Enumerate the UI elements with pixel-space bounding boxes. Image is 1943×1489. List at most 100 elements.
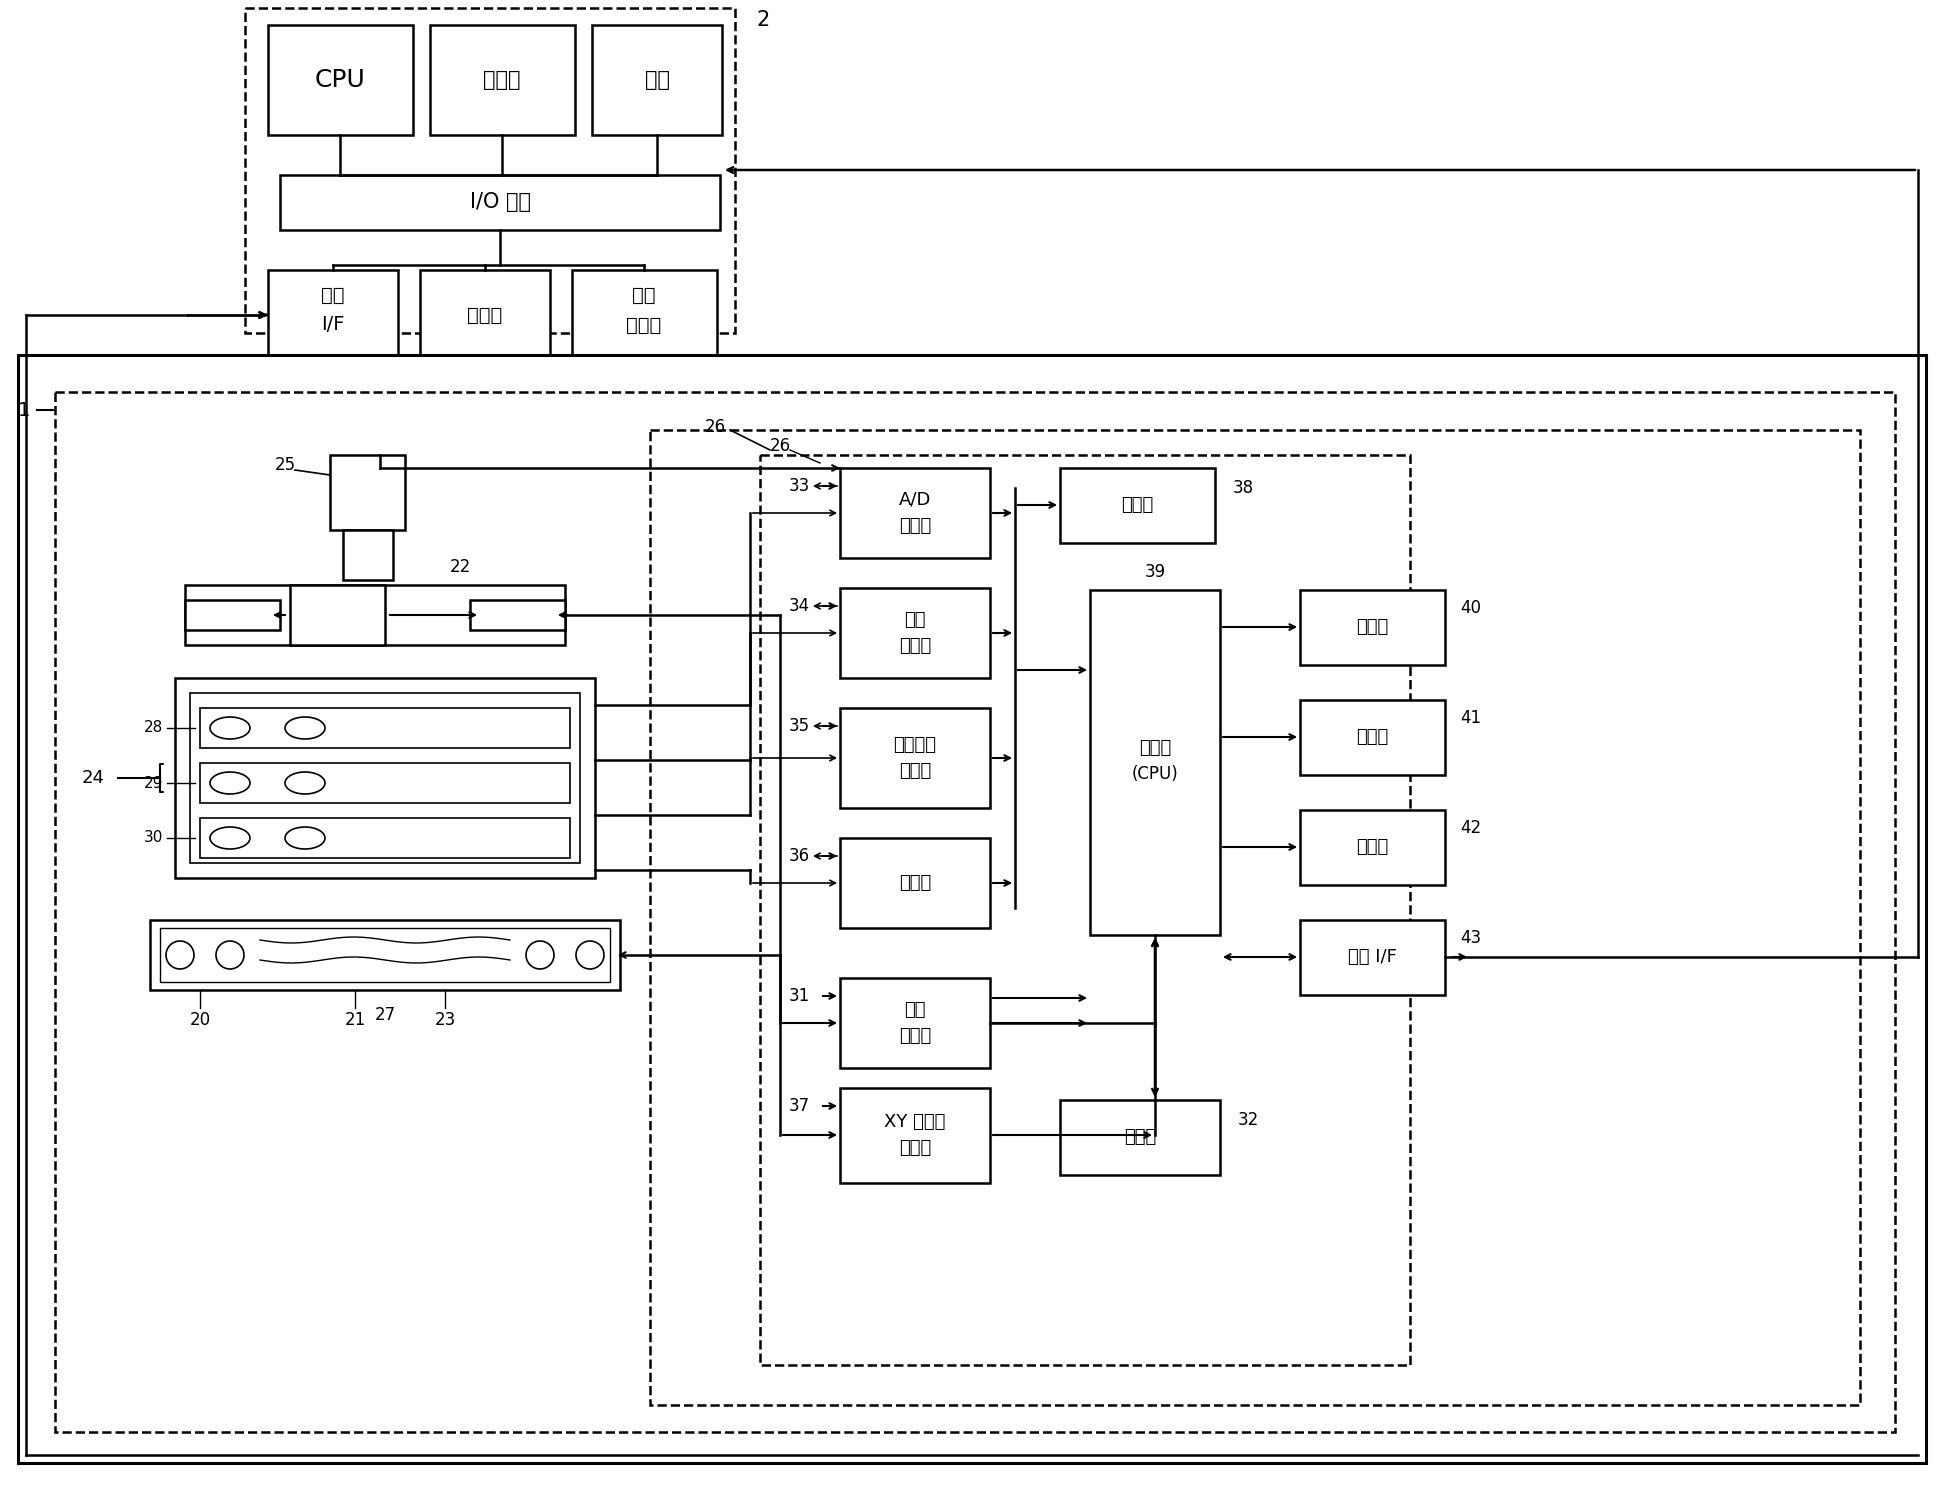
Bar — [330, 456, 404, 530]
Bar — [651, 430, 1859, 1406]
Bar — [839, 838, 991, 928]
Text: 37: 37 — [789, 1097, 810, 1115]
Bar — [1300, 700, 1446, 774]
Text: 21: 21 — [344, 1011, 365, 1029]
Bar — [175, 677, 595, 879]
Bar — [200, 762, 569, 803]
Text: 显示部: 显示部 — [1356, 728, 1387, 746]
Bar — [760, 456, 1411, 1365]
Bar — [1300, 810, 1446, 884]
Bar — [200, 707, 569, 747]
Text: 控制器: 控制器 — [900, 1139, 931, 1157]
Bar — [290, 585, 385, 645]
Bar — [159, 928, 610, 983]
Text: CPU: CPU — [315, 68, 365, 92]
Text: 29: 29 — [144, 776, 163, 791]
Text: 43: 43 — [1459, 929, 1481, 947]
Text: A/D: A/D — [900, 491, 931, 509]
Text: I/F: I/F — [321, 316, 344, 335]
Text: 23: 23 — [435, 1011, 455, 1029]
Text: 存储部: 存储部 — [900, 762, 931, 780]
Bar — [280, 176, 721, 229]
Ellipse shape — [210, 771, 251, 794]
Text: 转换部: 转换部 — [900, 517, 931, 535]
Text: 打印机: 打印机 — [1356, 838, 1387, 856]
Text: (CPU): (CPU) — [1131, 765, 1177, 783]
Circle shape — [165, 941, 194, 969]
Text: 22: 22 — [449, 558, 470, 576]
Text: 控制部: 控制部 — [1139, 739, 1172, 756]
Text: 24: 24 — [82, 768, 105, 788]
Bar — [839, 978, 991, 1068]
Text: 信息: 信息 — [631, 286, 655, 304]
Bar — [344, 530, 392, 581]
Text: 28: 28 — [144, 721, 163, 736]
Text: 36: 36 — [789, 847, 810, 865]
Text: 硬盘: 硬盘 — [645, 70, 670, 89]
Text: 检查逻辑: 检查逻辑 — [894, 736, 937, 753]
Bar — [420, 270, 550, 360]
Bar — [185, 585, 565, 645]
Bar — [839, 707, 991, 809]
Bar — [1300, 920, 1446, 995]
Text: 1: 1 — [17, 401, 29, 420]
Bar — [1090, 590, 1220, 935]
Text: 38: 38 — [1234, 479, 1253, 497]
Text: 20: 20 — [188, 1011, 210, 1029]
Bar — [1300, 590, 1446, 666]
Text: 输入部: 输入部 — [626, 316, 663, 335]
Bar — [185, 600, 280, 630]
Bar — [150, 920, 620, 990]
Text: 42: 42 — [1459, 819, 1481, 837]
Bar — [268, 25, 414, 135]
Ellipse shape — [286, 771, 324, 794]
Bar — [571, 270, 717, 360]
Text: 27: 27 — [375, 1007, 396, 1024]
Text: I/O 控制: I/O 控制 — [470, 192, 530, 211]
Text: 33: 33 — [789, 476, 810, 494]
Bar — [839, 468, 991, 558]
Ellipse shape — [286, 718, 324, 739]
Bar — [245, 7, 734, 334]
Text: 39: 39 — [1144, 563, 1166, 581]
Text: XY 工作台: XY 工作台 — [884, 1112, 946, 1132]
Text: 32: 32 — [1238, 1111, 1259, 1129]
Text: 34: 34 — [789, 597, 810, 615]
Text: 31: 31 — [789, 987, 810, 1005]
Bar — [190, 692, 581, 864]
Text: 26: 26 — [705, 418, 725, 436]
Text: 图像: 图像 — [903, 610, 925, 628]
Bar — [268, 270, 398, 360]
Bar — [54, 392, 1894, 1432]
Bar — [200, 817, 569, 858]
Circle shape — [527, 941, 554, 969]
Text: 2: 2 — [758, 10, 769, 30]
Ellipse shape — [210, 718, 251, 739]
Bar — [470, 600, 565, 630]
Text: 摄像: 摄像 — [903, 1001, 925, 1018]
Bar — [429, 25, 575, 135]
Text: 25: 25 — [274, 456, 295, 474]
Text: 30: 30 — [144, 831, 163, 846]
Text: 存储器: 存储器 — [484, 70, 521, 89]
Text: 存储部: 存储部 — [1123, 1129, 1156, 1147]
Text: 显示部: 显示部 — [468, 305, 503, 325]
Bar — [839, 588, 991, 677]
Text: 存储器: 存储器 — [1121, 496, 1152, 514]
Text: 处理部: 处理部 — [900, 637, 931, 655]
Text: 通信 I/F: 通信 I/F — [1348, 948, 1397, 966]
Bar — [839, 1088, 991, 1182]
Text: 26: 26 — [769, 436, 791, 456]
Text: 控制器: 控制器 — [900, 1027, 931, 1045]
Text: 41: 41 — [1459, 709, 1481, 727]
Ellipse shape — [210, 826, 251, 849]
Circle shape — [216, 941, 245, 969]
Bar — [593, 25, 723, 135]
Bar — [17, 354, 1926, 1464]
Text: 35: 35 — [789, 718, 810, 736]
Bar — [1061, 1100, 1220, 1175]
Circle shape — [575, 941, 604, 969]
Text: 40: 40 — [1459, 599, 1481, 616]
Text: 通信: 通信 — [321, 286, 344, 304]
Text: 判断部: 判断部 — [900, 874, 931, 892]
